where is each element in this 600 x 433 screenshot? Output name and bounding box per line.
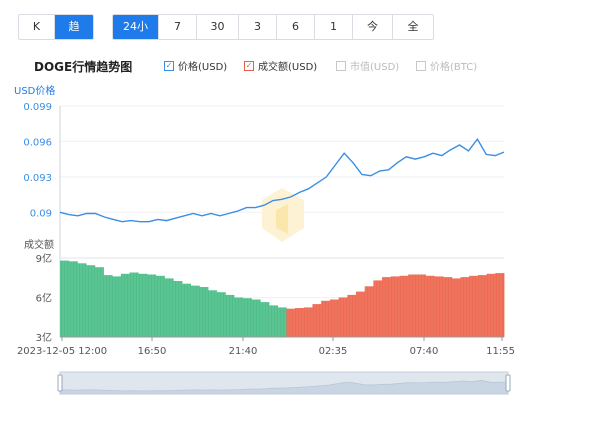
volume-bar <box>251 299 261 337</box>
zoom-handle-right[interactable] <box>505 374 511 392</box>
price-line <box>59 137 505 223</box>
volume-axis-title: 成交额 <box>24 240 54 251</box>
volume-tick-label: 9亿 <box>36 252 52 265</box>
tab-range-4[interactable]: 6月 <box>277 15 315 39</box>
legend-price-btc[interactable]: 价格(BTC) <box>416 58 477 73</box>
chart-title: DOGE行情趋势图 <box>34 60 133 74</box>
tab-range-0[interactable]: 24小时 <box>113 15 159 39</box>
volume-bar <box>60 260 70 337</box>
volume-bar <box>434 276 444 337</box>
volume-bar <box>277 307 287 337</box>
zoom-handle-left[interactable] <box>57 374 63 392</box>
volume-bar <box>486 273 496 337</box>
price-axis-title: USD价格 <box>14 86 56 97</box>
volume-bar <box>129 272 139 337</box>
x-tick-label: 02:35 <box>319 346 348 357</box>
volume-bar <box>303 307 313 337</box>
volume-bar <box>443 277 453 337</box>
zoom-slider-preview <box>59 379 509 395</box>
volume-bar <box>147 274 157 337</box>
volume-bar <box>312 304 322 337</box>
checkbox-icon[interactable] <box>336 60 346 71</box>
volume-bar <box>103 275 113 337</box>
volume-bar <box>225 294 235 337</box>
volume-tick-label: 6亿 <box>36 292 52 305</box>
volume-bar <box>321 300 331 337</box>
volume-bar <box>173 281 183 337</box>
volume-bar <box>451 278 461 337</box>
volume-bar <box>347 294 357 337</box>
volume-bar <box>338 297 348 337</box>
chart-mode-tabs: K线趋势 <box>18 14 94 40</box>
tab-mode-0[interactable]: K线 <box>19 15 55 39</box>
legend-volume-usd[interactable]: ✓ 成交额(USD) <box>244 58 317 73</box>
volume-bar <box>190 285 200 337</box>
volume-bar <box>199 287 209 337</box>
volume-bar <box>268 305 278 337</box>
volume-bar <box>286 308 296 337</box>
volume-bar <box>181 283 191 337</box>
volume-bar <box>260 302 270 337</box>
tab-range-7[interactable]: 全部 <box>393 15 433 39</box>
tab-range-1[interactable]: 7天 <box>159 15 197 39</box>
x-tick-label: 21:40 <box>229 346 258 357</box>
volume-bar <box>94 267 104 337</box>
volume-bar <box>477 275 487 337</box>
price-tick-label: 0.093 <box>23 173 52 184</box>
volume-tick-label: 3亿 <box>36 331 52 344</box>
checkbox-icon[interactable]: ✓ <box>244 60 254 71</box>
x-tick-label: 11:55 <box>486 346 515 357</box>
volume-bar <box>356 291 366 337</box>
tab-mode-1[interactable]: 趋势 <box>55 15 93 39</box>
tab-range-3[interactable]: 3月 <box>239 15 277 39</box>
volume-bar <box>460 277 470 337</box>
checkbox-icon[interactable] <box>416 60 426 71</box>
volume-bar <box>425 275 435 337</box>
tab-range-2[interactable]: 30天 <box>197 15 239 39</box>
volume-bar <box>416 274 426 337</box>
checkbox-icon[interactable]: ✓ <box>164 60 174 71</box>
volume-bar <box>164 278 174 337</box>
time-range-tabs: 24小时7天30天3月6月1年今年全部 <box>112 14 434 40</box>
volume-bar <box>208 290 218 337</box>
legend-label: 价格(BTC) <box>430 62 478 73</box>
price-tick-label: 0.09 <box>30 208 52 219</box>
volume-bar <box>112 276 122 337</box>
legend-market-cap-usd[interactable]: 市值(USD) <box>336 58 399 73</box>
tab-range-6[interactable]: 今年 <box>353 15 393 39</box>
legend-label: 成交额(USD) <box>258 62 318 73</box>
volume-bar <box>242 298 252 337</box>
volume-bar <box>86 265 96 337</box>
legend-price-usd[interactable]: ✓ 价格(USD) <box>164 58 227 73</box>
x-tick-label: 2023-12-05 12:00 <box>17 346 107 357</box>
price-tick-label: 0.099 <box>23 102 52 113</box>
volume-bar <box>495 273 505 337</box>
volume-bar <box>399 275 409 337</box>
x-tick-label: 16:50 <box>138 346 167 357</box>
volume-bar <box>234 297 244 337</box>
volume-bar <box>120 273 130 337</box>
volume-bar <box>138 273 148 337</box>
volume-bar <box>329 299 339 337</box>
volume-bar <box>216 292 226 337</box>
watermark-logo-mark <box>276 204 288 234</box>
tab-range-5[interactable]: 1年 <box>315 15 353 39</box>
volume-bar <box>408 274 418 337</box>
x-tick-label: 07:40 <box>410 346 439 357</box>
volume-bar <box>68 261 78 337</box>
volume-bar <box>469 275 479 337</box>
volume-bar <box>364 286 374 337</box>
price-tick-label: 0.096 <box>23 137 52 148</box>
volume-bar <box>155 275 165 337</box>
legend-label: 价格(USD) <box>178 62 228 73</box>
volume-bar <box>390 276 400 337</box>
legend-label: 市值(USD) <box>350 62 400 73</box>
volume-bar <box>295 308 305 337</box>
volume-bar <box>382 277 392 337</box>
volume-bar <box>373 280 383 337</box>
volume-bar <box>77 263 87 337</box>
